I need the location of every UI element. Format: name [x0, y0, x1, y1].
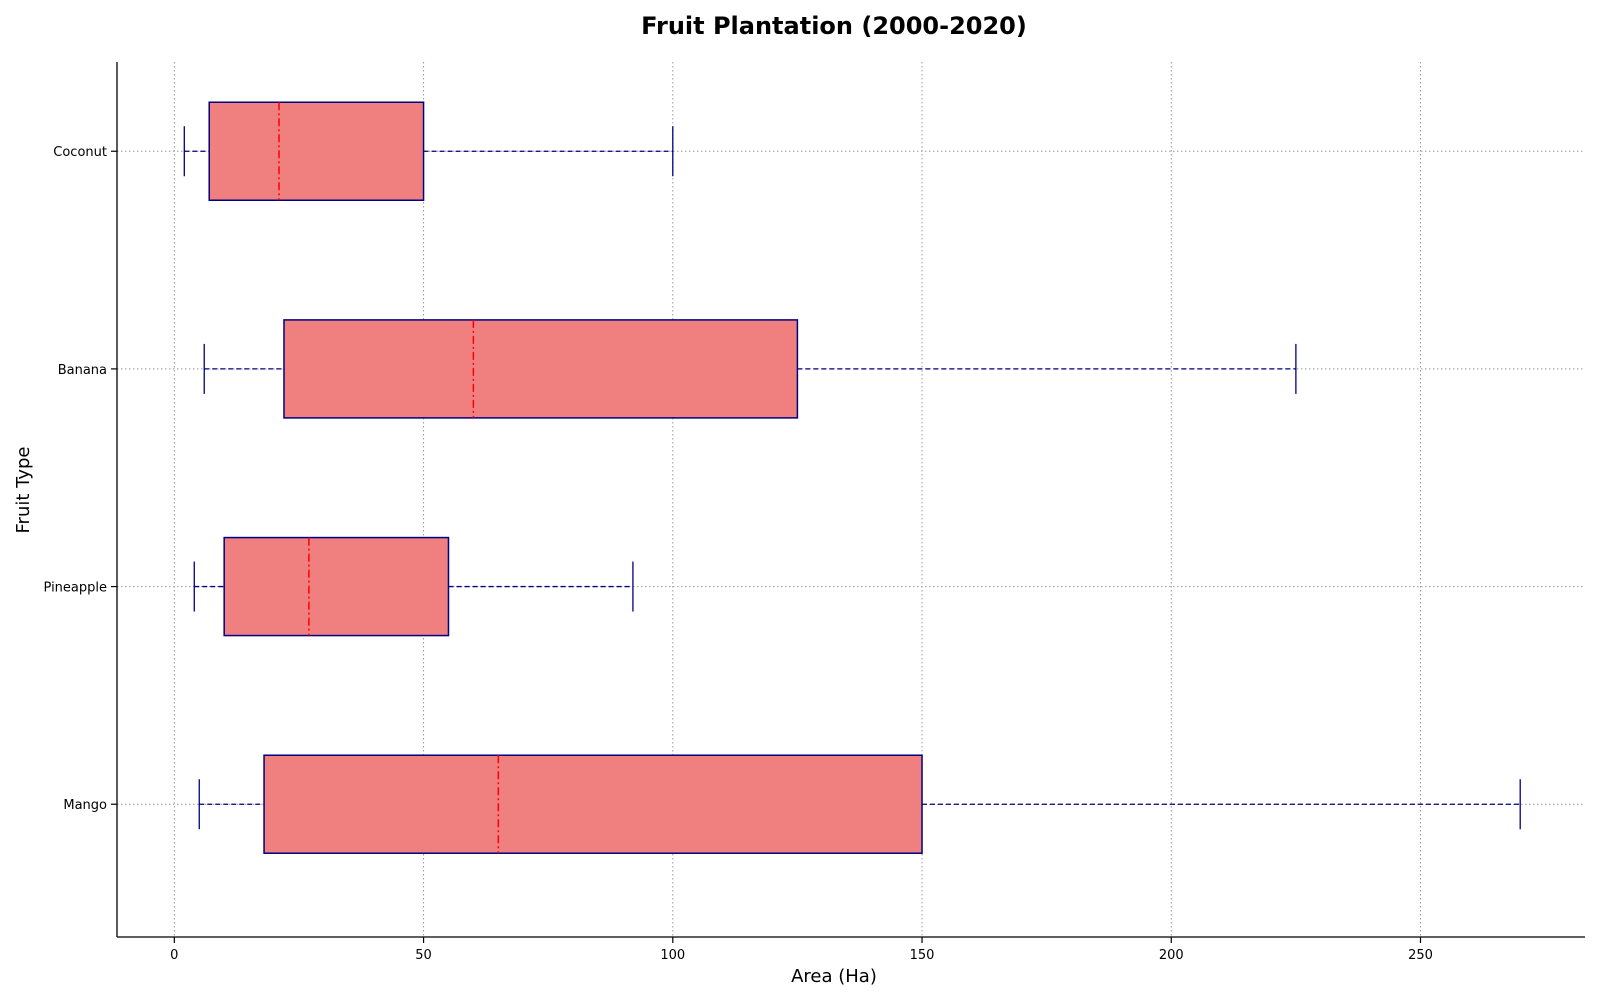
x-tick-label: 150 — [910, 948, 935, 963]
y-tick-label: Mango — [63, 798, 107, 813]
chart-title: Fruit Plantation (2000-2020) — [641, 12, 1027, 40]
iqr-box — [263, 754, 923, 854]
iqr-box — [283, 319, 799, 419]
y-tick-label: Banana — [58, 363, 107, 378]
x-tick-label: 250 — [1408, 948, 1433, 963]
x-tick-label: 0 — [170, 948, 178, 963]
box-banana — [203, 319, 1297, 419]
x-tick-label: 100 — [660, 948, 685, 963]
tick-layer: 0 50 100 150 200 250 Mango Pineapple Banana Cocon… — [44, 145, 1433, 963]
box-coconut — [183, 101, 674, 201]
axis-layer — [116, 62, 1585, 938]
iqr-box — [208, 101, 425, 201]
y-tick-label: Coconut — [53, 145, 107, 160]
y-axis-title: Fruit Type — [13, 447, 34, 534]
x-tick-label: 50 — [415, 948, 432, 963]
box-pineapple — [193, 536, 634, 637]
box-layer — [183, 101, 1521, 854]
y-tick-label: Pineapple — [44, 581, 107, 596]
iqr-box — [223, 536, 450, 637]
box-mango — [198, 754, 1521, 854]
x-tick-label: 200 — [1159, 948, 1184, 963]
x-axis-title: Area (Ha) — [791, 966, 877, 987]
